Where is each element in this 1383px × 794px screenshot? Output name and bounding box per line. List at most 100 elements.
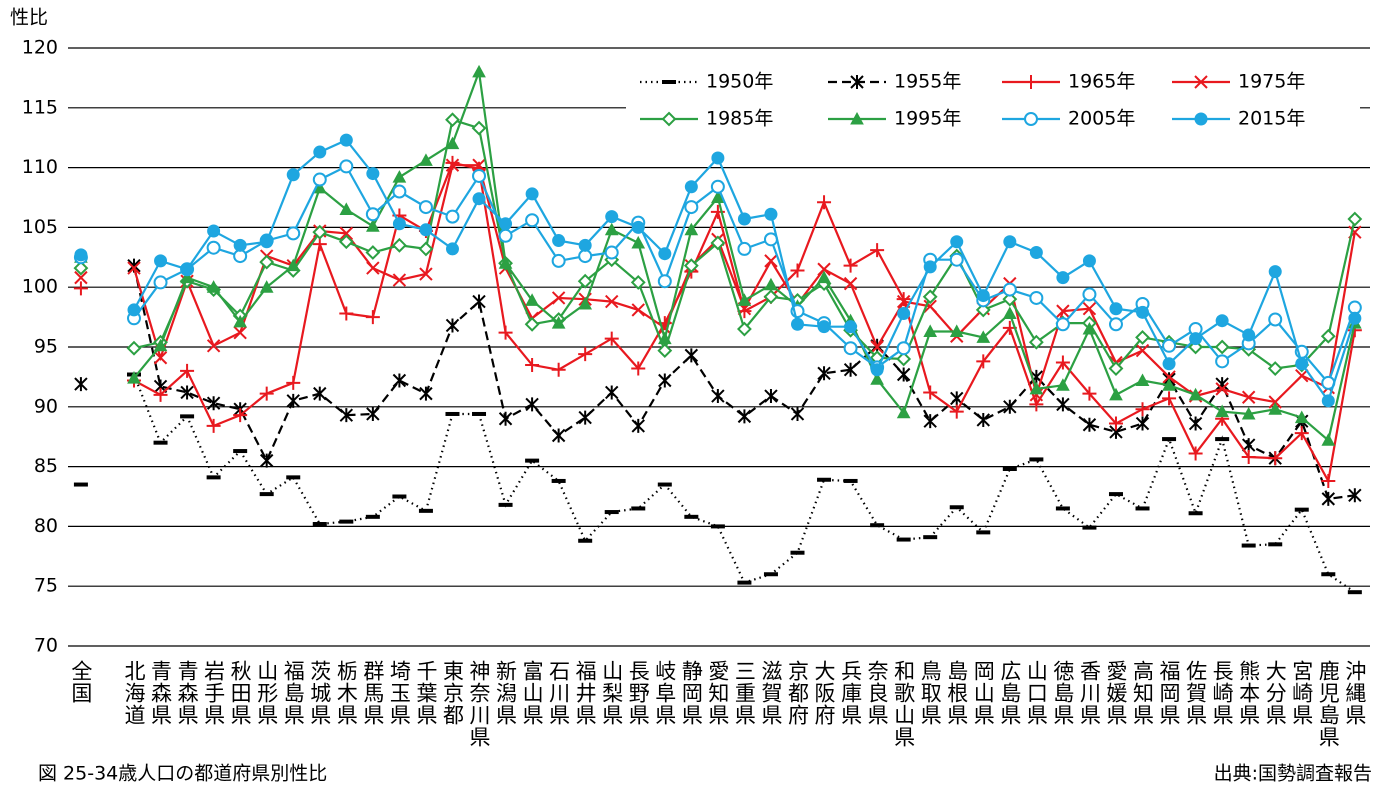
marker bbox=[233, 408, 248, 423]
marker bbox=[1294, 410, 1309, 424]
marker bbox=[1108, 416, 1123, 431]
marker bbox=[206, 280, 221, 293]
marker bbox=[631, 220, 645, 234]
legend-item: 1950年 bbox=[640, 71, 773, 93]
marker bbox=[737, 409, 752, 424]
marker bbox=[737, 212, 751, 226]
marker bbox=[1029, 290, 1044, 305]
marker bbox=[126, 340, 142, 356]
marker bbox=[711, 389, 725, 404]
marker bbox=[551, 316, 566, 329]
legend-label: 2015年 bbox=[1238, 108, 1305, 130]
marker bbox=[73, 482, 88, 487]
x-tick-label: 茨城県 bbox=[308, 660, 332, 726]
marker bbox=[206, 396, 221, 411]
legend-item: 1975年 bbox=[1172, 71, 1305, 93]
marker bbox=[844, 320, 858, 334]
legend: 1950年 1955年 1965年 1975年 1985年 1995年 2005年 2015年 bbox=[626, 58, 1360, 140]
marker bbox=[764, 277, 778, 291]
marker bbox=[1162, 378, 1176, 391]
marker bbox=[74, 270, 88, 285]
marker bbox=[578, 538, 593, 543]
marker bbox=[339, 202, 354, 215]
marker bbox=[1055, 355, 1070, 370]
marker bbox=[843, 276, 858, 291]
marker bbox=[763, 289, 779, 305]
marker bbox=[683, 258, 699, 274]
marker bbox=[1347, 211, 1363, 227]
x-tick-label: 鳥取県 bbox=[918, 660, 942, 726]
marker bbox=[1135, 343, 1150, 358]
marker bbox=[923, 260, 937, 274]
series-line bbox=[132, 265, 1355, 501]
marker bbox=[206, 475, 221, 480]
marker bbox=[657, 482, 672, 487]
marker bbox=[525, 213, 540, 228]
legend-label: 1975年 bbox=[1238, 71, 1305, 93]
marker bbox=[499, 217, 513, 231]
marker bbox=[1002, 291, 1018, 307]
x-tick-label: 埼玉県 bbox=[387, 660, 411, 726]
marker bbox=[286, 393, 300, 408]
x-tick-label: 栃木県 bbox=[334, 660, 358, 726]
marker bbox=[1321, 433, 1336, 446]
marker bbox=[392, 184, 407, 199]
marker bbox=[1003, 399, 1017, 414]
marker bbox=[605, 210, 619, 224]
marker bbox=[180, 414, 195, 419]
marker bbox=[1295, 357, 1309, 371]
x-tick-label: 静岡県 bbox=[679, 660, 703, 726]
marker bbox=[391, 237, 407, 253]
marker bbox=[472, 411, 487, 416]
marker bbox=[1029, 457, 1044, 462]
marker bbox=[711, 151, 725, 165]
marker bbox=[392, 170, 407, 183]
marker bbox=[1135, 402, 1150, 417]
marker bbox=[392, 373, 407, 388]
marker bbox=[551, 428, 566, 443]
marker bbox=[1108, 492, 1123, 497]
marker bbox=[525, 357, 540, 372]
x-tick-label: 岩手県 bbox=[202, 660, 226, 726]
marker bbox=[127, 371, 141, 384]
marker bbox=[339, 408, 354, 423]
legend-marker bbox=[850, 111, 864, 125]
x-tick-label: 長崎県 bbox=[1210, 660, 1234, 726]
x-tick-label: 山形県 bbox=[255, 660, 279, 726]
marker bbox=[498, 411, 513, 426]
marker bbox=[870, 243, 885, 258]
x-tick-label: 佐賀県 bbox=[1184, 660, 1208, 726]
marker bbox=[817, 195, 832, 210]
marker bbox=[418, 508, 433, 513]
marker bbox=[498, 325, 513, 340]
legend-item: 1985年 bbox=[640, 108, 773, 130]
marker bbox=[233, 238, 247, 252]
marker bbox=[604, 331, 619, 346]
marker bbox=[471, 120, 487, 136]
marker bbox=[74, 377, 88, 392]
marker bbox=[1056, 397, 1070, 412]
marker bbox=[180, 385, 194, 400]
legend-item: 1995年 bbox=[828, 108, 961, 130]
marker bbox=[658, 373, 672, 388]
marker bbox=[392, 494, 407, 499]
marker bbox=[604, 510, 619, 515]
marker bbox=[684, 514, 699, 519]
marker bbox=[1002, 306, 1017, 320]
marker bbox=[312, 172, 327, 187]
marker bbox=[976, 530, 991, 535]
marker bbox=[180, 262, 194, 276]
marker bbox=[260, 235, 274, 249]
marker bbox=[922, 289, 938, 305]
marker bbox=[1056, 378, 1070, 391]
marker bbox=[764, 207, 778, 221]
x-tick-label: 福岡県 bbox=[1157, 660, 1181, 726]
marker bbox=[366, 261, 380, 275]
caption: 図 25-34歳人口の都道府県別性比 bbox=[38, 763, 327, 785]
marker bbox=[1082, 322, 1097, 335]
marker bbox=[843, 258, 858, 273]
marker bbox=[1215, 354, 1230, 369]
marker bbox=[1135, 373, 1150, 386]
marker bbox=[950, 235, 964, 249]
